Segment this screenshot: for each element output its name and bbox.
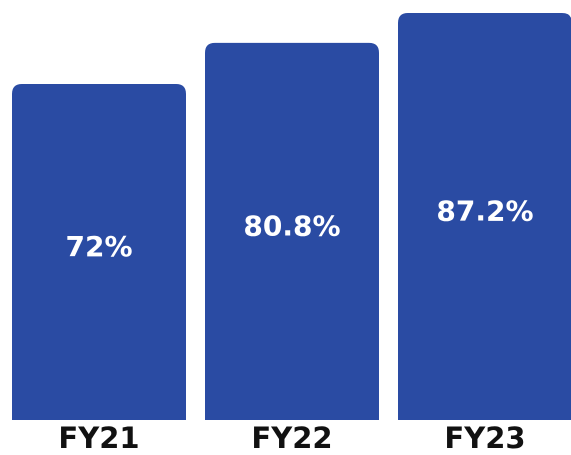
- x-tick-label: FY23: [444, 421, 525, 455]
- bar: [398, 13, 571, 420]
- x-tick-label: FY22: [251, 421, 332, 455]
- bar: [12, 83, 186, 420]
- value-label: 80.8%: [243, 209, 340, 242]
- bar: [205, 42, 379, 420]
- value-label: 72%: [65, 230, 132, 263]
- value-label: 87.2%: [436, 195, 533, 228]
- x-tick-label: FY21: [58, 421, 139, 455]
